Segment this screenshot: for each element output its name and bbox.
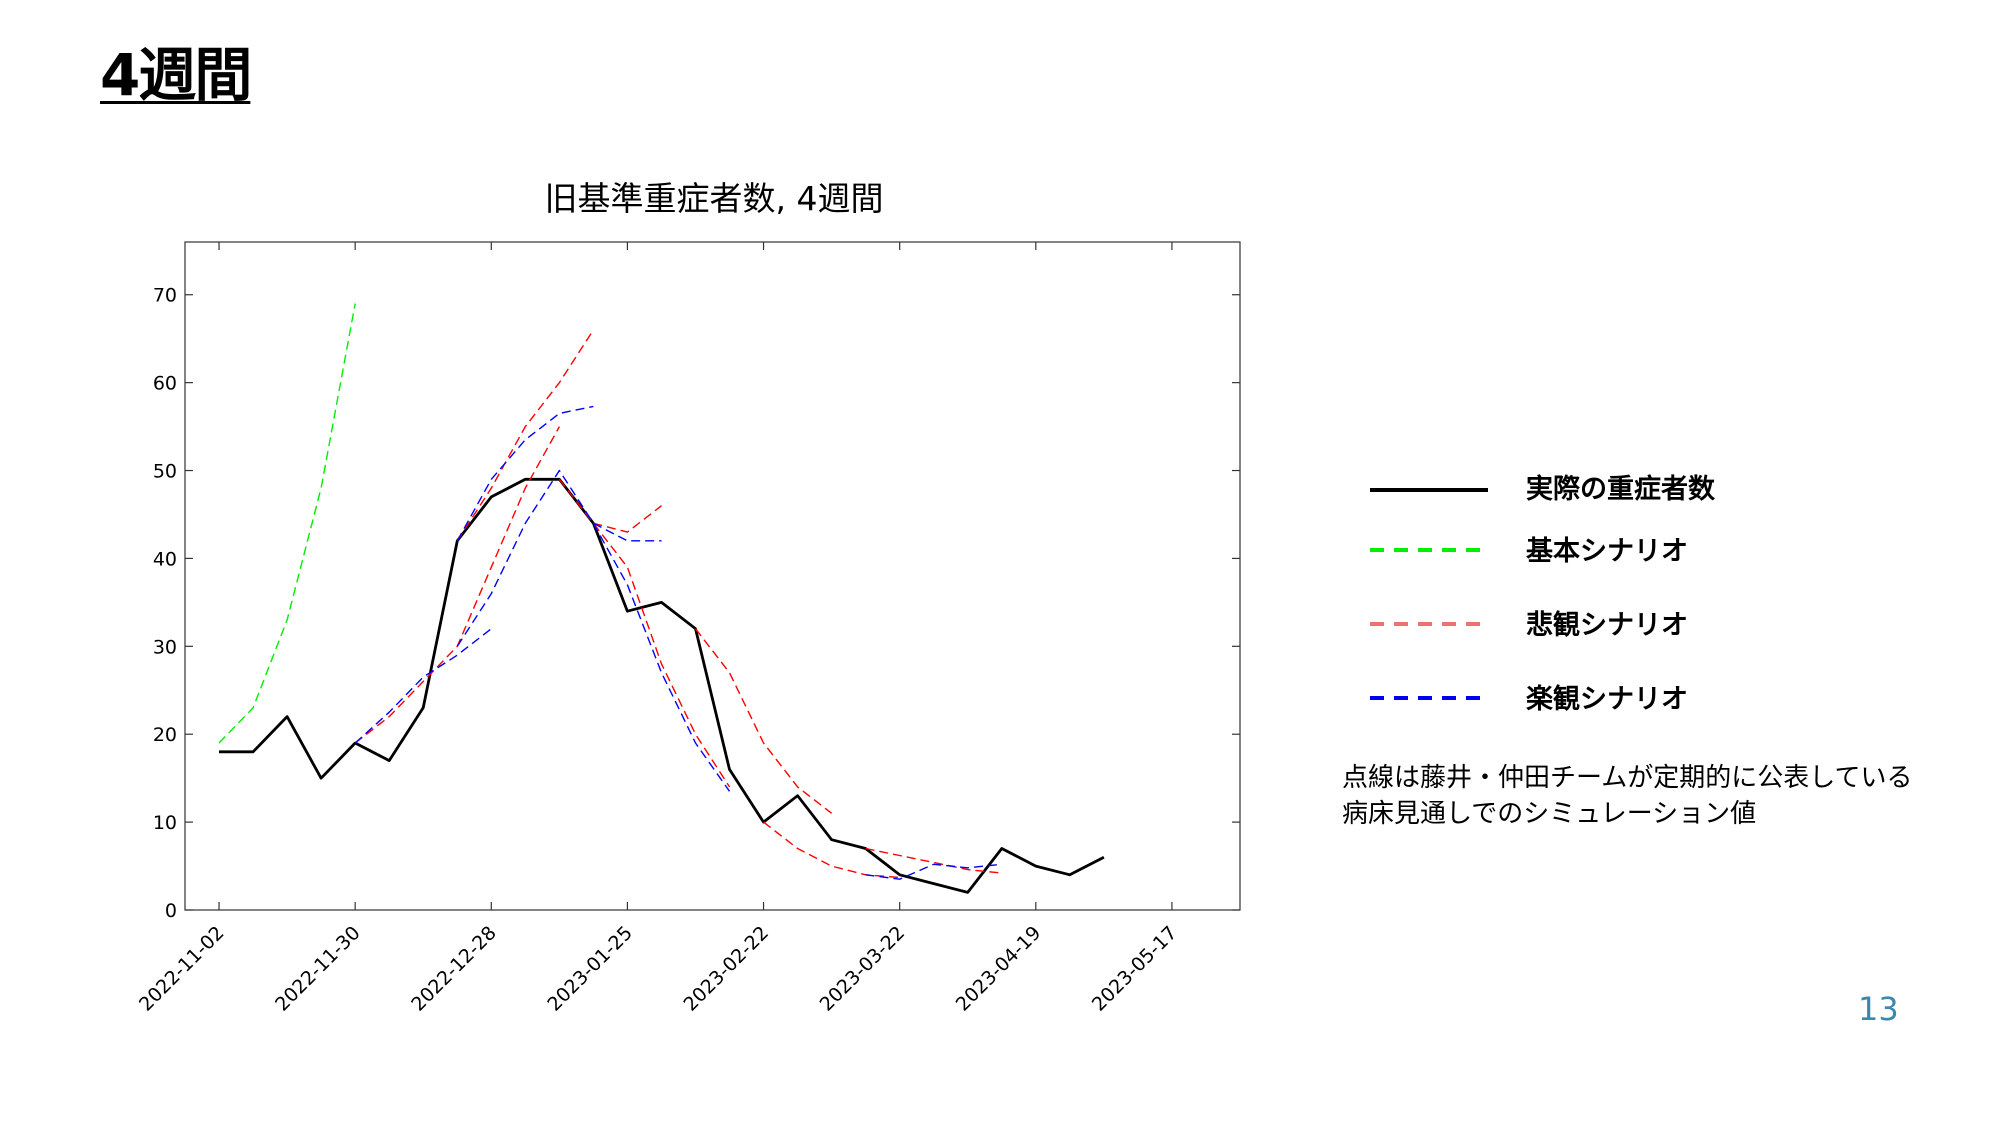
series-line-scenario [456, 405, 594, 542]
plot-frame [184, 241, 1241, 911]
series-line-scenario [865, 863, 1002, 880]
series-line-scenario [593, 522, 662, 542]
y-tick-label: 60 [153, 373, 177, 395]
legend-label-base: 基本シナリオ [1526, 536, 1688, 567]
series-layer [218, 303, 1105, 894]
note-line-2: 病床見通しでのシミュレーション値 [1342, 799, 1757, 829]
series-line-scenario [558, 478, 731, 788]
series-0 [219, 477, 1105, 894]
legend-swatch-optimistic [1370, 696, 1488, 700]
slide-title: 4週間 [100, 41, 252, 109]
y-tick-label: 10 [153, 812, 177, 834]
series-line-scenario [763, 821, 900, 879]
y-tick-label: 0 [165, 900, 177, 922]
page-number: 13 [1858, 990, 1899, 1028]
series-line-scenario [218, 303, 356, 744]
x-tick-label: 2023-03-22 [816, 922, 910, 1016]
series-2 [354, 329, 1002, 879]
legend-swatch-pessimistic [1370, 622, 1488, 626]
series-line-actual [219, 477, 1105, 894]
y-tick-label: 40 [153, 548, 177, 570]
series-1 [218, 303, 356, 744]
note-text: 点線は藤井・仲田チームが定期的に公表している 病床見通しでのシミュレーション値 [1342, 760, 1992, 832]
note-line-1: 点線は藤井・仲田チームが定期的に公表している [1342, 763, 1913, 793]
y-tick-label: 30 [153, 636, 177, 658]
legend-swatch-actual [1370, 488, 1488, 492]
chart-title: 旧基準重症者数, 4週間 [545, 179, 884, 218]
y-axis: 0 10 20 30 40 50 60 70 [153, 285, 1240, 922]
x-tick-label: 2023-05-17 [1088, 922, 1182, 1016]
legend-label-optimistic: 楽観シナリオ [1526, 684, 1688, 715]
x-tick-label: 2022-11-30 [271, 922, 365, 1016]
series-line-scenario [694, 628, 833, 814]
series-line-scenario [456, 469, 594, 647]
series-line-scenario [354, 426, 561, 744]
y-tick-label: 70 [153, 285, 177, 307]
plot-area [184, 241, 1241, 911]
x-axis: 2022-11-02 2022-11-30 2022-12-28 2023-01-25… [135, 242, 1182, 1016]
series-3 [354, 405, 1002, 880]
legend-label-actual: 実際の重症者数 [1526, 474, 1715, 505]
series-line-scenario [592, 522, 731, 792]
x-tick-label: 2023-04-19 [952, 922, 1046, 1016]
y-tick-label: 50 [153, 461, 177, 483]
x-tick-label: 2023-01-25 [543, 922, 637, 1016]
series-line-scenario [593, 505, 662, 533]
series-line-scenario [865, 847, 1002, 874]
x-tick-label: 2022-12-28 [407, 922, 501, 1016]
x-tick-label: 2023-02-22 [679, 922, 773, 1016]
series-line-scenario [456, 329, 594, 542]
series-line-scenario [354, 628, 492, 744]
legend-label-pessimistic: 悲観シナリオ [1526, 610, 1688, 641]
y-tick-label: 20 [153, 724, 177, 746]
x-tick-label: 2022-11-02 [135, 922, 229, 1016]
legend-swatch-base [1370, 548, 1488, 552]
